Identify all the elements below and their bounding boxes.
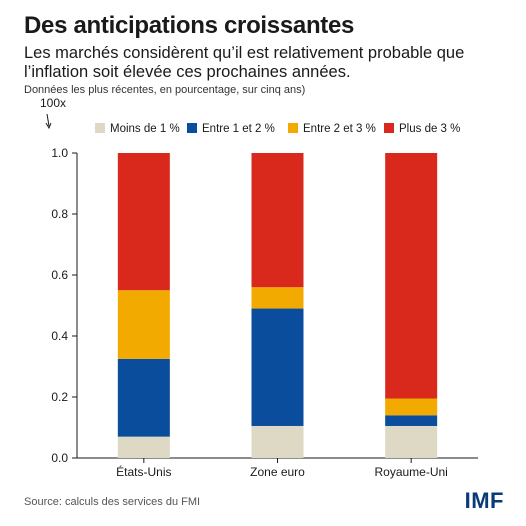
- unit-arrow-icon: [46, 113, 50, 127]
- bar-segment: [117, 153, 170, 291]
- bar-segment: [251, 153, 304, 288]
- y-unit-label: 100x: [40, 96, 66, 110]
- legend-label: Entre 1 et 2 %: [202, 123, 275, 135]
- chart-note: Données les plus récentes, en pourcentag…: [24, 84, 306, 96]
- bar-segment: [117, 290, 170, 359]
- legend-swatch: [288, 123, 298, 133]
- bar-segment: [385, 425, 438, 458]
- x-tick-label: États-Unis: [116, 464, 171, 479]
- bar-segment: [251, 308, 304, 426]
- bars: [117, 153, 438, 458]
- legend-swatch: [384, 123, 394, 133]
- x-tick-label: Royaume-Uni: [374, 465, 447, 479]
- x-axis: États-Unis Zone euro Royaume-Uni: [116, 458, 448, 479]
- source-note: Source: calculs des services du FMI: [24, 496, 201, 508]
- y-tick-label: 0.6: [51, 268, 68, 282]
- bar-segment: [117, 358, 170, 437]
- legend-label: Entre 2 et 3 %: [303, 123, 376, 135]
- legend-label: Plus de 3 %: [399, 123, 460, 135]
- bar-segment: [117, 436, 170, 458]
- bar-segment: [251, 287, 304, 309]
- chart-subtitle: Les marchés considèrent qu’il est relati…: [24, 44, 465, 81]
- unit-arrowhead-icon: [45, 122, 52, 130]
- bar-segment: [385, 415, 438, 426]
- y-tick-label: 0.2: [51, 390, 68, 404]
- legend-label: Moins de 1 %: [110, 123, 180, 135]
- chart-title: Des anticipations croissantes: [24, 12, 355, 39]
- y-tick-label: 0.0: [51, 451, 68, 465]
- y-tick-label: 0.4: [51, 329, 68, 343]
- legend-swatch: [187, 123, 197, 133]
- legend: Moins de 1 % Entre 1 et 2 % Entre 2 et 3 %…: [95, 123, 460, 135]
- y-tick-label: 1.0: [51, 146, 68, 160]
- x-tick-label: Zone euro: [250, 465, 305, 479]
- legend-swatch: [95, 123, 105, 133]
- imf-logo: IMF: [464, 488, 504, 513]
- bar-segment: [385, 153, 438, 399]
- y-tick-label: 0.8: [51, 207, 68, 221]
- bar-segment: [385, 398, 438, 416]
- bar-segment: [251, 425, 304, 458]
